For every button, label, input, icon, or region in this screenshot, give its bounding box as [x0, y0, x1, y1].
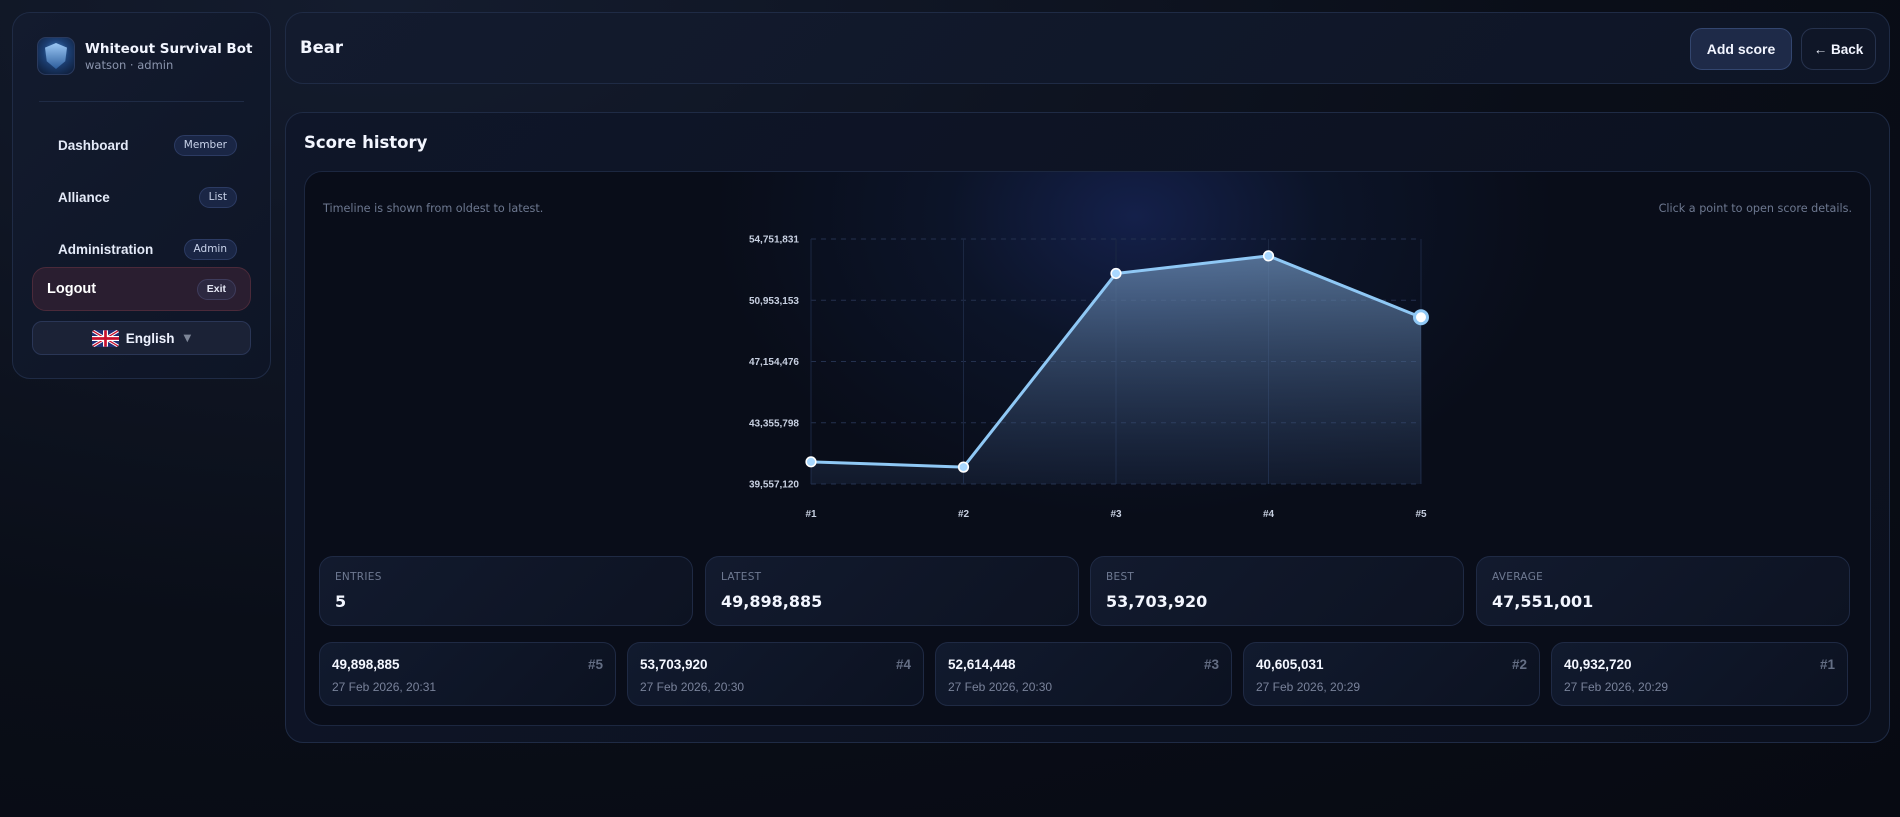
entry-date: 27 Feb 2026, 20:30: [948, 680, 1053, 694]
score-entry[interactable]: 40,605,031 #2 27 Feb 2026, 20:29: [1243, 642, 1540, 706]
timeline-hint: Timeline is shown from oldest to latest.: [323, 202, 544, 215]
stat-label: BEST: [1106, 571, 1135, 583]
stat-best: BEST 53,703,920: [1090, 556, 1464, 626]
uk-flag-icon: [91, 329, 119, 347]
score-line-chart: 54,751,831 50,953,153 47,154,476 43,355,798…: [749, 235, 1429, 520]
y-axis: 54,751,831 50,953,153 47,154,476 43,355,798…: [749, 235, 799, 491]
page-header: Bear Add score ← Back: [285, 12, 1890, 84]
role-badge: List: [198, 186, 237, 208]
stat-value: 53,703,920: [1106, 592, 1208, 611]
x-axis: #1 #2 #3 #4 #5: [805, 509, 1427, 520]
entry-rank: #5: [587, 657, 603, 672]
chart-area: [811, 255, 1421, 484]
sidebar-item-label: Administration: [58, 241, 154, 257]
sidebar-item-administration[interactable]: Administration Admin: [32, 227, 251, 271]
chart-card: Timeline is shown from oldest to latest.…: [304, 171, 1871, 726]
stat-average: AVERAGE 47,551,001: [1476, 556, 1850, 626]
sidebar-item-label: Dashboard: [58, 137, 129, 153]
logout-label: Logout: [47, 281, 97, 297]
entry-date: 27 Feb 2026, 20:31: [332, 680, 437, 694]
y-tick-label: 43,355,798: [749, 418, 799, 429]
user-role: watson · admin: [85, 57, 174, 72]
brand-title: Whiteout Survival Bot: [85, 40, 253, 57]
sidebar-item-dashboard[interactable]: Dashboard Member: [32, 123, 251, 167]
click-hint: Click a point to open score details.: [1658, 202, 1852, 215]
x-tick-label: #4: [1263, 509, 1275, 520]
stat-label: LATEST: [721, 571, 762, 583]
language-select[interactable]: English ▼: [32, 321, 251, 355]
chevron-down-icon: ▼: [183, 332, 192, 344]
chart-points[interactable]: [805, 250, 1429, 473]
score-history-panel: Score history Timeline is shown from old…: [285, 112, 1890, 743]
logout-button[interactable]: Logout Exit: [32, 267, 251, 311]
brand: Whiteout Survival Bot watson · admin: [37, 37, 252, 75]
divider: [39, 101, 244, 102]
entry-score: 40,932,720: [1564, 657, 1632, 672]
sidebar: Whiteout Survival Bot watson · admin Das…: [12, 12, 271, 379]
add-score-button[interactable]: Add score: [1690, 28, 1792, 70]
stat-latest: LATEST 49,898,885: [705, 556, 1079, 626]
y-tick-label: 54,751,831: [749, 235, 799, 246]
chart-point[interactable]: [1262, 250, 1275, 262]
chart-point[interactable]: [1413, 309, 1429, 326]
role-badge: Member: [173, 134, 237, 156]
sidebar-item-label: Alliance: [58, 189, 110, 205]
sidebar-item-alliance[interactable]: Alliance List: [32, 175, 251, 219]
entry-rank: #4: [895, 657, 911, 672]
y-tick-label: 47,154,476: [749, 357, 799, 368]
stat-label: AVERAGE: [1492, 571, 1544, 583]
bot-logo-icon: [37, 37, 75, 75]
page-title: Bear: [300, 38, 344, 57]
role-badge: Admin: [183, 238, 237, 260]
score-entry[interactable]: 49,898,885 #5 27 Feb 2026, 20:31: [319, 642, 616, 706]
entry-date: 27 Feb 2026, 20:29: [1256, 680, 1361, 694]
entry-rank: #2: [1511, 657, 1527, 672]
exit-badge: Exit: [196, 278, 236, 300]
entry-rank: #3: [1203, 657, 1219, 672]
x-tick-label: #5: [1415, 509, 1427, 520]
score-entry[interactable]: 40,932,720 #1 27 Feb 2026, 20:29: [1551, 642, 1848, 706]
entry-date: 27 Feb 2026, 20:29: [1564, 680, 1669, 694]
entry-date: 27 Feb 2026, 20:30: [640, 680, 745, 694]
x-tick-label: #2: [958, 509, 970, 520]
stat-entries: ENTRIES 5: [319, 556, 693, 626]
score-entry[interactable]: 53,703,920 #4 27 Feb 2026, 20:30: [627, 642, 924, 706]
chart-point[interactable]: [805, 456, 817, 468]
language-label: English: [125, 330, 175, 346]
chart-point[interactable]: [957, 461, 970, 473]
entry-score: 53,703,920: [640, 657, 708, 672]
x-tick-label: #1: [805, 509, 817, 520]
stat-value: 49,898,885: [721, 592, 823, 611]
stat-label: ENTRIES: [335, 571, 382, 583]
score-entry[interactable]: 52,614,448 #3 27 Feb 2026, 20:30: [935, 642, 1232, 706]
entry-rank: #1: [1819, 657, 1835, 672]
stat-value: 47,551,001: [1492, 592, 1594, 611]
back-button[interactable]: ← Back: [1801, 28, 1876, 70]
stat-value: 5: [335, 592, 347, 611]
y-tick-label: 39,557,120: [749, 480, 799, 491]
section-title: Score history: [304, 133, 428, 152]
entry-score: 40,605,031: [1256, 657, 1324, 672]
entry-score: 52,614,448: [948, 657, 1016, 672]
chart-point[interactable]: [1110, 267, 1122, 280]
entry-score: 49,898,885: [332, 657, 400, 672]
x-tick-label: #3: [1110, 509, 1122, 520]
y-tick-label: 50,953,153: [749, 296, 799, 307]
